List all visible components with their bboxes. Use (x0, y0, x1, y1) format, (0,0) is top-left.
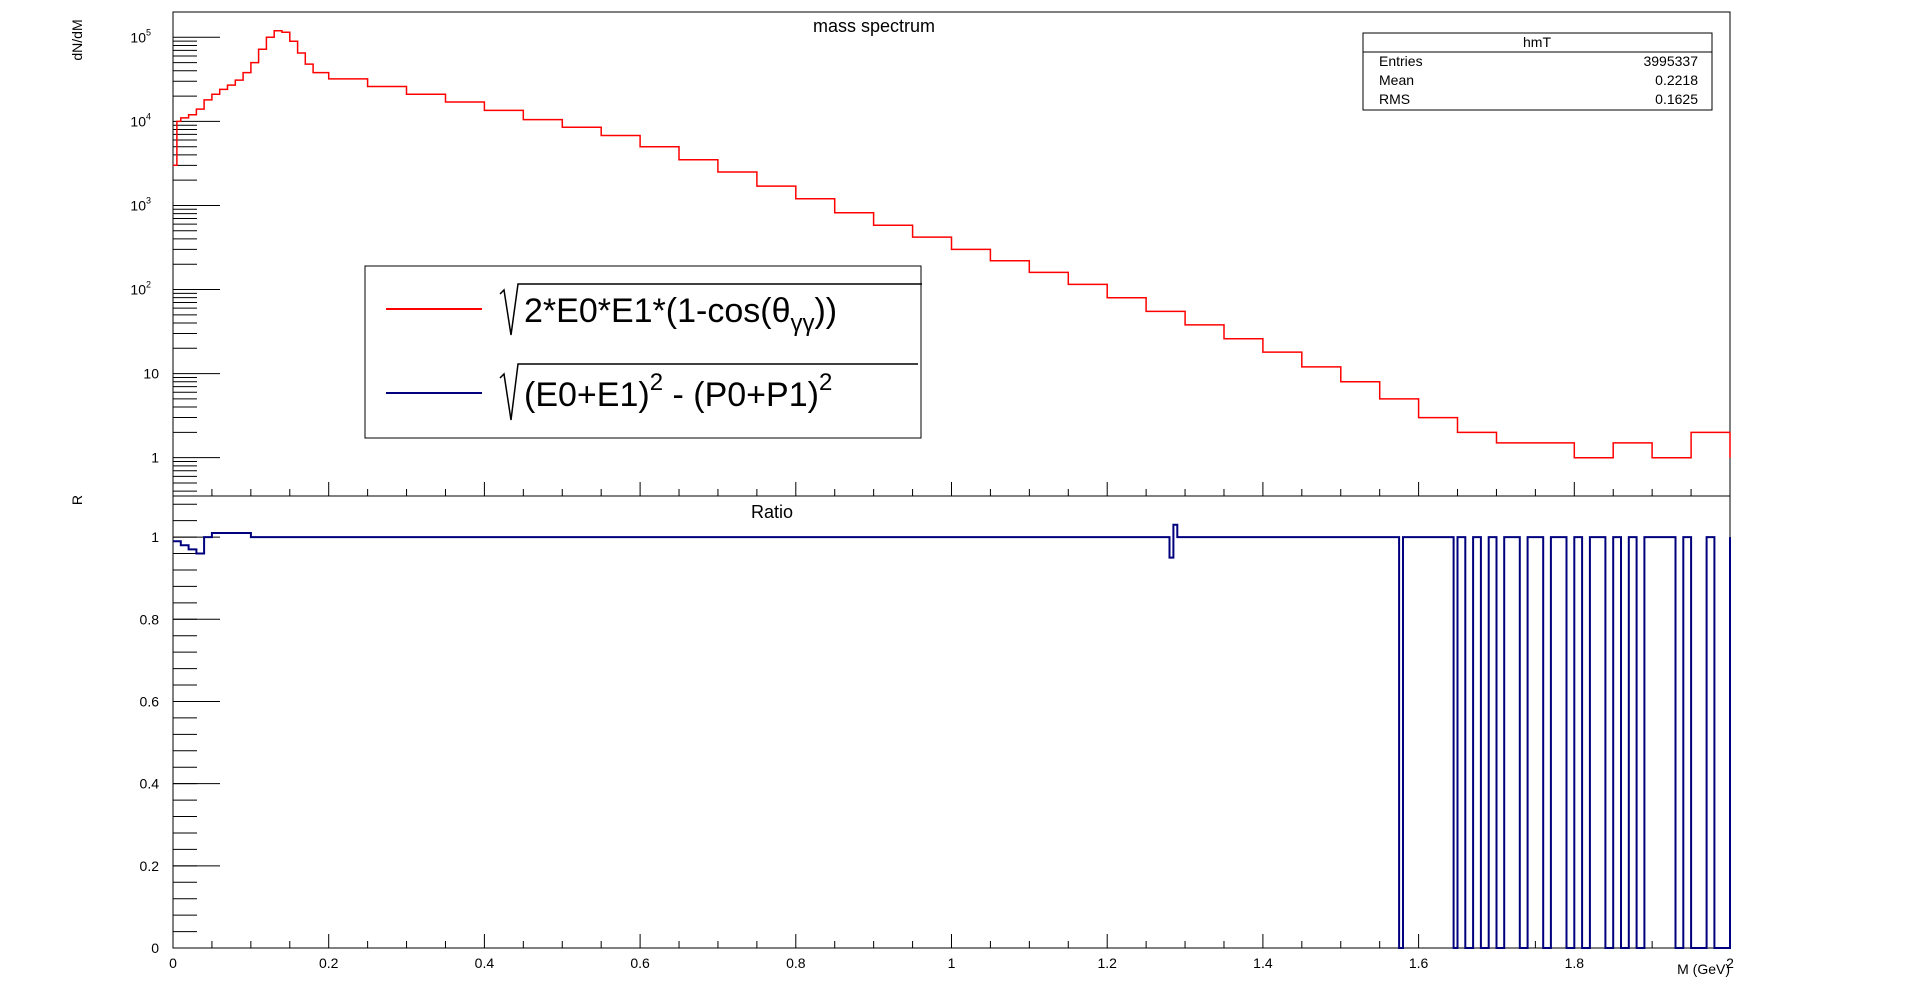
stats-entries-value: 3995337 (1643, 53, 1698, 69)
legend-formula-1-main: 2*E0*E1*(1-cos(θ (524, 292, 790, 330)
top-panel-title: mass spectrum (813, 16, 935, 36)
legend: 2*E0*E1*(1-cos(θγγ)) (E0+E1)2 - (P0+P1)2 (364, 265, 922, 439)
legend-formula-1-tail: )) (814, 292, 837, 330)
bottom-y-tick-label: 0 (151, 940, 159, 956)
ratio-series-line (173, 523, 1731, 949)
top-y-tick-base: 10 (130, 113, 146, 129)
sqrt-sign-2 (499, 363, 918, 421)
top-y-tick-exp: 4 (146, 111, 151, 121)
bottom-x-tick-label: 0.8 (786, 955, 806, 971)
sqrt-sign-1 (499, 283, 922, 336)
legend-formula-2: (E0+E1)2 - (P0+P1)2 (524, 369, 832, 414)
stats-rms-label: RMS (1379, 91, 1410, 107)
bottom-x-ticks: 0 0.2 0.4 0.6 0.8 1 1.2 1.4 1.6 1.8 2 (169, 934, 1734, 971)
bottom-panel-title: Ratio (751, 502, 793, 522)
bottom-y-tick-label: 0.8 (140, 611, 160, 627)
bottom-y-tick-label: 0.6 (140, 693, 160, 709)
stats-mean-value: 0.2218 (1655, 72, 1698, 88)
bottom-y-tick-label: 0.2 (140, 858, 160, 874)
bottom-y-tick-label: 0.4 (140, 776, 160, 792)
bottom-y-ticks: 0 0.2 0.4 0.6 0.8 1 (140, 503, 220, 956)
stats-entries-label: Entries (1379, 53, 1423, 69)
top-y-tick-base: 10 (130, 29, 146, 45)
top-y-tick-label: 1 (151, 450, 159, 466)
top-y-tick-label: 10 (143, 366, 159, 382)
top-y-tick-base: 1 (151, 450, 159, 466)
legend-box (364, 265, 922, 439)
stats-box-name: hmT (1523, 34, 1551, 50)
top-y-tick-base: 10 (143, 366, 159, 382)
top-y-tick-exp: 2 (146, 280, 151, 290)
top-y-tick-label: 102 (130, 280, 151, 298)
top-series-line (173, 29, 1731, 459)
bottom-y-tick-label: 1 (151, 529, 159, 545)
legend-formula-2-b: - (P0+P1) (663, 376, 819, 414)
top-y-tick-base: 10 (130, 197, 146, 213)
bottom-x-tick-label: 0 (169, 955, 177, 971)
bottom-x-tick-label: 0.4 (475, 955, 495, 971)
legend-formula-1-sub: γγ (790, 310, 814, 337)
bottom-series-group (173, 523, 1731, 949)
bottom-x-tick-label: 1.2 (1097, 955, 1117, 971)
top-y-tick-exp: 5 (146, 27, 151, 37)
top-y-tick-exp: 3 (146, 195, 151, 205)
top-y-tick-label: 105 (130, 27, 151, 45)
top-y-tick-base: 10 (130, 282, 146, 298)
bottom-y-axis-label: R (69, 495, 85, 505)
top-y-axis-label: dN/dM (69, 19, 85, 60)
bottom-x-tick-label: 2 (1726, 955, 1734, 971)
bottom-x-tick-label: 0.2 (319, 955, 339, 971)
x-axis-label: M (GeV) (1677, 961, 1730, 977)
stats-rms-value: 0.1625 (1655, 91, 1698, 107)
top-x-ticks (172, 482, 1731, 496)
top-series-group (173, 29, 1731, 459)
top-y-tick-label: 103 (130, 195, 151, 213)
legend-formula-1: 2*E0*E1*(1-cos(θγγ)) (524, 292, 837, 337)
bottom-x-tick-label: 0.6 (630, 955, 650, 971)
bottom-x-tick-label: 1.4 (1253, 955, 1273, 971)
bottom-x-tick-label: 1.8 (1565, 955, 1585, 971)
bottom-x-tick-label: 1.6 (1409, 955, 1429, 971)
stats-box: hmT Entries 3995337 Mean 0.2218 RMS 0.16… (1362, 32, 1713, 111)
legend-formula-2-sup1: 2 (650, 369, 663, 396)
legend-formula-2-a: (E0+E1) (524, 376, 650, 414)
stats-mean-label: Mean (1379, 72, 1414, 88)
top-y-tick-label: 104 (130, 111, 151, 129)
bottom-x-tick-label: 1 (948, 955, 956, 971)
legend-formula-2-sup2: 2 (819, 369, 832, 396)
